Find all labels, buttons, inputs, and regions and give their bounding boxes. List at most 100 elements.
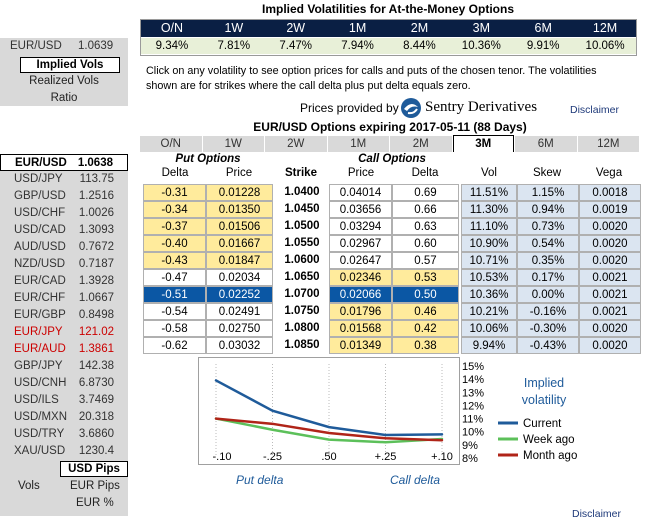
call-delta-cell[interactable]: 0.69 <box>392 184 459 201</box>
implied-vols-button[interactable]: Implied Vols <box>20 57 120 73</box>
call-price-cell[interactable]: 0.04014 <box>329 184 392 201</box>
put-price-cell[interactable]: 0.01350 <box>206 201 273 218</box>
put-price-cell[interactable]: 0.02252 <box>206 286 273 303</box>
atm-vol-3m[interactable]: 10.36% <box>461 40 501 52</box>
chart-title-line1: Implied <box>524 376 564 390</box>
call-delta-cell[interactable]: 0.38 <box>392 337 459 354</box>
put-delta-cell[interactable]: -0.37 <box>143 218 206 235</box>
realized-vols-label[interactable]: Realized Vols <box>29 75 99 87</box>
call-price-cell[interactable]: 0.02066 <box>329 286 392 303</box>
tab-3m[interactable]: 3M <box>452 135 514 152</box>
call-delta-cell[interactable]: 0.63 <box>392 218 459 235</box>
put-delta-cell[interactable]: -0.58 <box>143 320 206 337</box>
call-price-cell[interactable]: 0.03294 <box>329 218 392 235</box>
put-price-cell[interactable]: 0.02491 <box>206 303 273 320</box>
tenor-header-1w: 1W <box>224 21 244 35</box>
currency-pair-row[interactable]: EUR/AUD 1.3861 <box>0 341 128 357</box>
atm-vol-on[interactable]: 9.34% <box>155 40 189 52</box>
put-delta-cell[interactable]: -0.31 <box>143 184 206 201</box>
pair-name: GBP/USD <box>14 190 66 202</box>
pair-name: AUD/USD <box>14 241 66 253</box>
currency-pair-row[interactable]: USD/ILS 3.7469 <box>0 392 128 408</box>
currency-pair-row[interactable]: EUR/USD 1.0638 <box>0 154 128 171</box>
call-price-cell[interactable]: 0.01568 <box>329 320 392 337</box>
currency-pair-row[interactable]: USD/MXN 20.318 <box>0 409 128 425</box>
put-price-cell[interactable]: 0.02750 <box>206 320 273 337</box>
put-delta-cell[interactable]: -0.43 <box>143 252 206 269</box>
currency-pair-row[interactable]: USD/TRY 3.6860 <box>0 426 128 442</box>
call-delta-cell[interactable]: 0.46 <box>392 303 459 320</box>
usd-pips-button[interactable]: USD Pips <box>60 461 128 477</box>
call-delta-cell[interactable]: 0.50 <box>392 286 459 303</box>
put-delta-cell[interactable]: -0.47 <box>143 269 206 286</box>
col-call-delta: Delta <box>411 167 439 179</box>
eur-pips-label[interactable]: EUR Pips <box>70 480 120 492</box>
currency-pair-row[interactable]: AUD/USD 0.7672 <box>0 239 128 255</box>
currency-pair-row[interactable]: XAU/USD 1230.4 <box>0 443 128 459</box>
call-price-cell[interactable]: 0.01349 <box>329 337 392 354</box>
strike-cell: 1.0800 <box>284 322 320 334</box>
call-delta-cell[interactable]: 0.53 <box>392 269 459 286</box>
call-price-cell[interactable]: 0.01796 <box>329 303 392 320</box>
put-price-cell[interactable]: 0.03032 <box>206 337 273 354</box>
put-delta-cell[interactable]: -0.54 <box>143 303 206 320</box>
vols-label[interactable]: Vols <box>18 480 40 492</box>
ratio-label[interactable]: Ratio <box>50 92 78 104</box>
call-price-cell[interactable]: 0.02647 <box>329 252 392 269</box>
atm-vol-2w[interactable]: 7.47% <box>279 40 312 52</box>
tab-12m[interactable]: 12M <box>577 136 639 152</box>
atm-vol-2m[interactable]: 8.44% <box>403 40 436 52</box>
pair-value: 0.7187 <box>78 258 114 270</box>
pair-value: 0.7672 <box>78 241 114 253</box>
call-price-cell[interactable]: 0.02967 <box>329 235 392 252</box>
vol-cell: 11.51% <box>461 184 517 201</box>
tab-2w[interactable]: 2W <box>265 136 327 152</box>
currency-pair-row[interactable]: USD/CNH 6.8730 <box>0 375 128 391</box>
put-price-cell[interactable]: 0.02034 <box>206 269 273 286</box>
skew-cell: 0.35% <box>517 252 579 269</box>
skew-cell: -0.16% <box>517 303 579 320</box>
put-price-cell[interactable]: 0.01228 <box>206 184 273 201</box>
call-options-header: Call Options <box>358 153 426 165</box>
currency-pair-row[interactable]: NZD/USD 0.7187 <box>0 256 128 272</box>
currency-pair-row[interactable]: USD/JPY 113.75 <box>0 171 128 187</box>
put-price-cell[interactable]: 0.01847 <box>206 252 273 269</box>
currency-pair-row[interactable]: EUR/JPY 121.02 <box>0 324 128 340</box>
atm-vol-12m[interactable]: 10.06% <box>585 40 625 52</box>
currency-pair-row[interactable]: EUR/GBP 0.8498 <box>0 307 128 323</box>
call-price-cell[interactable]: 0.03656 <box>329 201 392 218</box>
atm-vol-6m[interactable]: 9.91% <box>526 40 560 52</box>
put-delta-cell[interactable]: -0.34 <box>143 201 206 218</box>
pair-name: EUR/CAD <box>14 275 66 287</box>
tab-1m[interactable]: 1M <box>327 136 389 152</box>
put-delta-cell[interactable]: -0.62 <box>143 337 206 354</box>
tab-6m[interactable]: 6M <box>515 136 577 152</box>
currency-pair-row[interactable]: GBP/JPY 142.38 <box>0 358 128 374</box>
pair-value: 1.0667 <box>78 292 114 304</box>
disclaimer-link-bottom[interactable]: Disclaimer <box>572 508 622 520</box>
put-delta-cell[interactable]: -0.40 <box>143 235 206 252</box>
col-skew: Skew <box>532 167 562 179</box>
currency-pair-row[interactable]: USD/CHF 1.0026 <box>0 205 128 221</box>
put-price-cell[interactable]: 0.01667 <box>206 235 273 252</box>
disclaimer-link-top[interactable]: Disclaimer <box>570 104 620 116</box>
tab-on[interactable]: O/N <box>140 136 202 152</box>
currency-pair-row[interactable]: USD/CAD 1.3093 <box>0 222 128 238</box>
currency-pair-row[interactable]: EUR/CAD 1.3928 <box>0 273 128 289</box>
put-options-header: Put Options <box>175 153 241 165</box>
currency-pair-row[interactable]: GBP/USD 1.2516 <box>0 188 128 204</box>
tab-2m[interactable]: 2M <box>390 136 452 152</box>
tab-1w[interactable]: 1W <box>202 136 264 152</box>
eur-pct-label[interactable]: EUR % <box>76 497 114 509</box>
skew-cell: 0.00% <box>517 286 579 303</box>
put-price-cell[interactable]: 0.01506 <box>206 218 273 235</box>
call-delta-cell[interactable]: 0.57 <box>392 252 459 269</box>
atm-vol-1w[interactable]: 7.81% <box>217 40 251 52</box>
call-delta-cell[interactable]: 0.66 <box>392 201 459 218</box>
currency-pair-row[interactable]: EUR/CHF 1.0667 <box>0 290 128 306</box>
put-delta-cell[interactable]: -0.51 <box>143 286 206 303</box>
call-delta-cell[interactable]: 0.60 <box>392 235 459 252</box>
call-delta-cell[interactable]: 0.42 <box>392 320 459 337</box>
atm-vol-1m[interactable]: 7.94% <box>341 40 374 52</box>
call-price-cell[interactable]: 0.02346 <box>329 269 392 286</box>
